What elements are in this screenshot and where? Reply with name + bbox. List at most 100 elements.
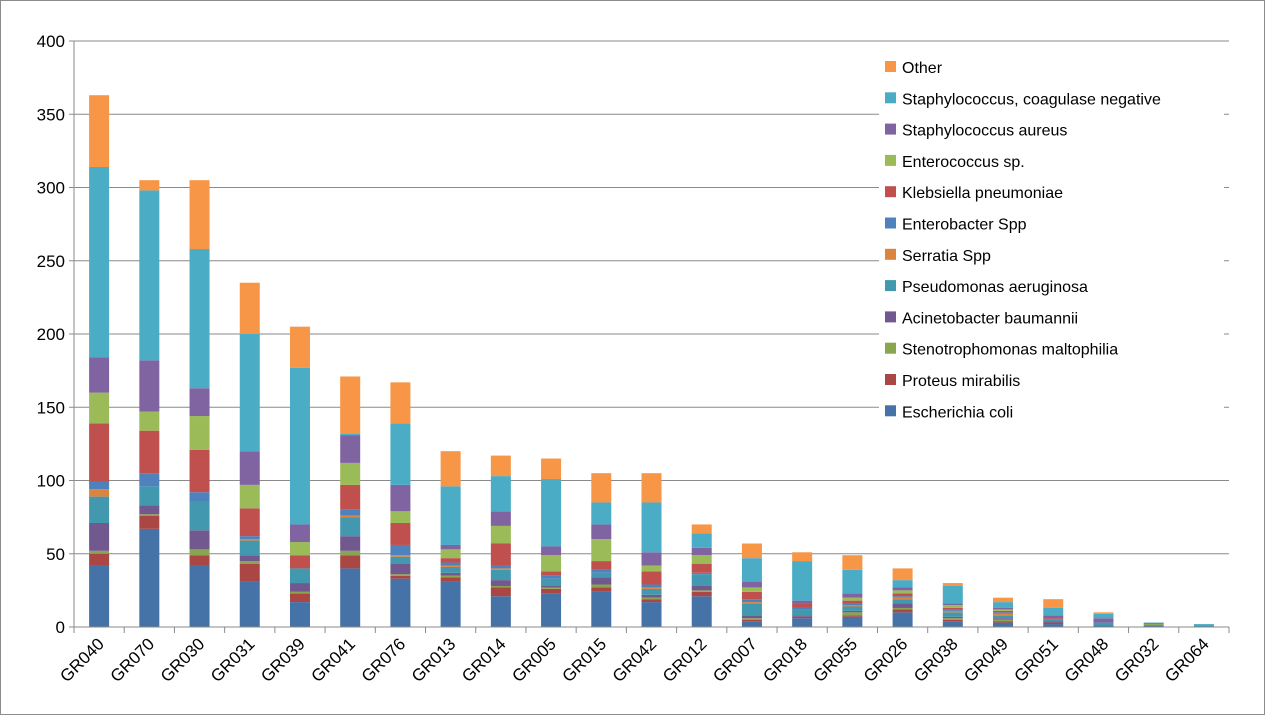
bar-segment	[792, 552, 813, 562]
bar-segment	[89, 553, 110, 566]
bar-segment	[490, 525, 511, 544]
x-tick-label: GR026	[860, 634, 912, 686]
bar-segment	[1193, 625, 1214, 627]
bar-segment	[189, 180, 210, 250]
bar-segment	[741, 543, 762, 559]
x-tick-label: GR048	[1061, 634, 1113, 686]
legend-entry: Staphylococcus, coagulase negative	[902, 91, 1161, 108]
bar-segment	[239, 564, 260, 582]
bar-segment	[440, 562, 461, 566]
bar-segment	[591, 502, 612, 525]
bar-segment	[892, 596, 913, 598]
bar-segment	[942, 585, 963, 604]
bar-segment	[792, 609, 813, 616]
bar-stack-gr039	[289, 326, 310, 627]
bar-stack-gr038	[942, 583, 963, 627]
bar-segment	[239, 508, 260, 537]
bar-segment	[842, 597, 863, 601]
bar-segment	[993, 622, 1014, 627]
legend-entry: Pseudomonas aeruginosa	[902, 279, 1088, 296]
legend-entry: Other	[902, 60, 943, 77]
bar-segment	[842, 615, 863, 617]
y-tick-label: 400	[37, 32, 65, 51]
bar-segment	[289, 542, 310, 556]
bar-segment	[691, 555, 712, 565]
bar-segment	[89, 166, 110, 358]
y-tick-label: 200	[37, 325, 65, 344]
bar-segment	[691, 524, 712, 534]
bar-segment	[189, 565, 210, 627]
bar-segment	[792, 616, 813, 619]
legend-entry: Serratia Spp	[902, 248, 991, 265]
bar-stack-gr007	[741, 543, 762, 627]
bar-segment	[139, 528, 160, 627]
bar-segment	[1093, 612, 1114, 614]
bar-segment	[741, 602, 762, 604]
bar-segment	[691, 564, 712, 573]
bar-segment	[239, 539, 260, 541]
bar-segment	[892, 609, 913, 613]
bar-segment	[591, 524, 612, 540]
bar-segment	[340, 550, 361, 556]
bar-segment	[490, 476, 511, 512]
legend-swatch	[885, 186, 896, 198]
bar-segment	[289, 593, 310, 603]
bar-segment	[842, 603, 863, 606]
bar-segment	[390, 484, 411, 512]
bar-segment	[591, 572, 612, 578]
bar-segment	[541, 588, 562, 594]
bar-segment	[289, 568, 310, 584]
bar-segment	[942, 603, 963, 606]
bar-segment	[1093, 613, 1114, 619]
bar-segment	[490, 580, 511, 586]
bar-segment	[892, 580, 913, 588]
bar-segment	[89, 481, 110, 490]
bar-segment	[139, 473, 160, 487]
bar-segment	[641, 473, 662, 503]
bar-segment	[440, 451, 461, 487]
bar-segment	[691, 574, 712, 586]
legend-swatch	[885, 280, 896, 292]
legend-swatch	[885, 342, 896, 354]
bar-segment	[741, 603, 762, 616]
bar-segment	[591, 591, 612, 627]
bar-stack-gr013	[440, 451, 461, 627]
bar-segment	[1043, 599, 1064, 608]
bar-segment	[340, 484, 361, 510]
bar-segment	[390, 575, 411, 579]
bar-segment	[440, 572, 461, 576]
bar-segment	[541, 578, 562, 586]
bar-segment	[440, 575, 461, 578]
bar-segment	[541, 593, 562, 627]
x-tick-label: GR013	[408, 634, 460, 686]
bar-segment	[239, 484, 260, 509]
legend-entry: Enterobacter Spp	[902, 217, 1027, 234]
bar-stack-gr049	[993, 597, 1014, 627]
bar-segment	[390, 522, 411, 545]
bar-segment	[792, 615, 813, 617]
bar-segment	[440, 549, 461, 559]
bar-segment	[89, 357, 110, 393]
bar-segment	[892, 568, 913, 581]
bar-segment	[1043, 624, 1064, 627]
bar-segment	[440, 565, 461, 567]
bar-segment	[942, 610, 963, 613]
bar-segment	[139, 190, 160, 361]
legend-swatch	[885, 248, 896, 260]
bar-segment	[289, 602, 310, 627]
bar-stack-gr005	[541, 458, 562, 627]
bar-segment	[390, 555, 411, 557]
bar-stack-gr042	[641, 473, 662, 627]
y-tick-label: 0	[56, 618, 65, 637]
x-tick-label: GR064	[1161, 634, 1213, 686]
bar-segment	[289, 583, 310, 592]
bar-segment	[892, 593, 913, 597]
bar-segment	[591, 561, 612, 570]
bar-segment	[490, 511, 511, 526]
legend-entry: Enterococcus sp.	[902, 154, 1025, 171]
bar-segment	[1093, 625, 1114, 627]
legend-swatch	[885, 374, 896, 385]
bar-segment	[741, 558, 762, 582]
bar-segment	[440, 544, 461, 550]
bar-segment	[993, 609, 1014, 611]
